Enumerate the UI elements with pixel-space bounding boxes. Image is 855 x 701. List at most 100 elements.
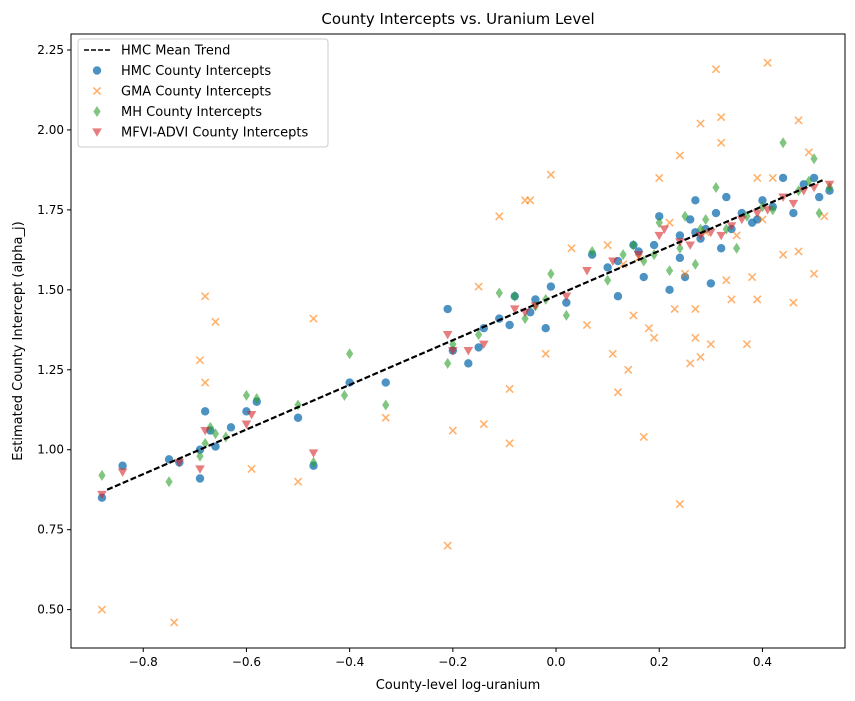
legend-item: HMC Mean Trend [84,44,230,59]
data-point [737,215,747,225]
x-axis-label: County-level log-uranium [376,678,541,693]
data-point [588,245,596,257]
data-point [196,450,204,462]
data-point [117,468,128,477]
data-point [629,311,638,320]
data-point [174,458,185,468]
data-point [702,213,710,225]
data-point [655,173,664,183]
series-circle [97,173,834,502]
data-point [809,269,819,279]
data-point [809,173,819,183]
data-point [680,269,690,279]
data-point [562,309,570,321]
data-point [805,175,813,187]
data-point [603,240,612,250]
data-point [211,317,220,326]
data-point [293,413,303,422]
data-point [567,244,576,253]
data-point [798,187,809,196]
data-point [242,389,251,401]
data-point [722,192,731,202]
data-point [541,349,550,358]
data-point [624,365,633,374]
x-tick-label: −0.8 [129,655,158,669]
y-tick-label: 0.75 [37,523,64,537]
data-point [562,298,571,307]
data-point [195,474,205,483]
data-point [655,212,664,221]
y-axis: 0.50 0.75 1.00 1.25 1.50 1.75 2.00 2.25 [37,43,71,617]
data-point [206,421,214,433]
data-point [479,340,489,349]
legend-marker-swatch [93,106,101,117]
data-point [253,393,261,405]
data-point [779,137,787,149]
data-point [676,242,684,254]
data-point [561,292,572,302]
data-point [211,428,220,440]
data-point [546,282,556,291]
data-point [778,250,788,259]
data-point [815,207,823,219]
data-point [712,182,720,193]
data-point [541,324,550,333]
legend-item: MH County Intercepts [93,105,262,120]
data-point [381,378,390,387]
data-point [743,210,751,222]
data-point [722,276,731,285]
legend-label: GMA County Intercepts [121,85,271,100]
data-point [654,231,665,241]
data-point [526,196,535,205]
data-point [531,295,540,304]
legend-item: GMA County Intercepts [92,85,271,100]
data-point [726,222,737,231]
data-point [505,320,514,330]
data-point [753,173,762,183]
data-point [804,148,814,157]
data-point [521,313,529,325]
data-point [659,225,670,234]
data-point [675,151,685,160]
data-point [97,490,107,500]
legend-item: MFVI-ADVI County Intercepts [92,126,309,141]
data-point [479,419,488,429]
data-point [747,272,757,282]
data-point [547,268,555,280]
data-point [381,413,390,422]
data-point [603,263,612,272]
legend-label: MFVI-ADVI County Intercepts [121,126,309,141]
data-point [170,618,179,627]
data-point [340,389,349,401]
data-point [608,349,617,358]
data-point [442,331,453,340]
data-point [815,192,824,202]
data-point [509,305,520,314]
y-tick-label: 2.25 [37,43,64,57]
data-point [686,215,695,224]
data-point [241,420,252,429]
data-point [644,324,654,333]
y-tick-label: 1.75 [37,203,64,217]
data-point [546,170,556,179]
data-point [640,255,648,267]
data-point [732,231,741,240]
x-tick-label: −0.4 [335,655,364,669]
data-point [716,244,726,253]
data-point [675,499,685,509]
series-diamond [98,137,834,488]
data-point [200,426,210,436]
points-layer [97,58,835,627]
data-point [448,346,458,356]
data-point [582,267,592,276]
legend-label: MH County Intercepts [121,105,262,120]
data-point [675,231,685,240]
data-point [753,295,762,304]
data-point [655,217,663,229]
data-point [695,231,706,241]
data-point [443,304,452,314]
data-point [98,469,106,481]
data-point [246,410,257,420]
data-point [716,138,726,147]
data-point [649,333,659,342]
